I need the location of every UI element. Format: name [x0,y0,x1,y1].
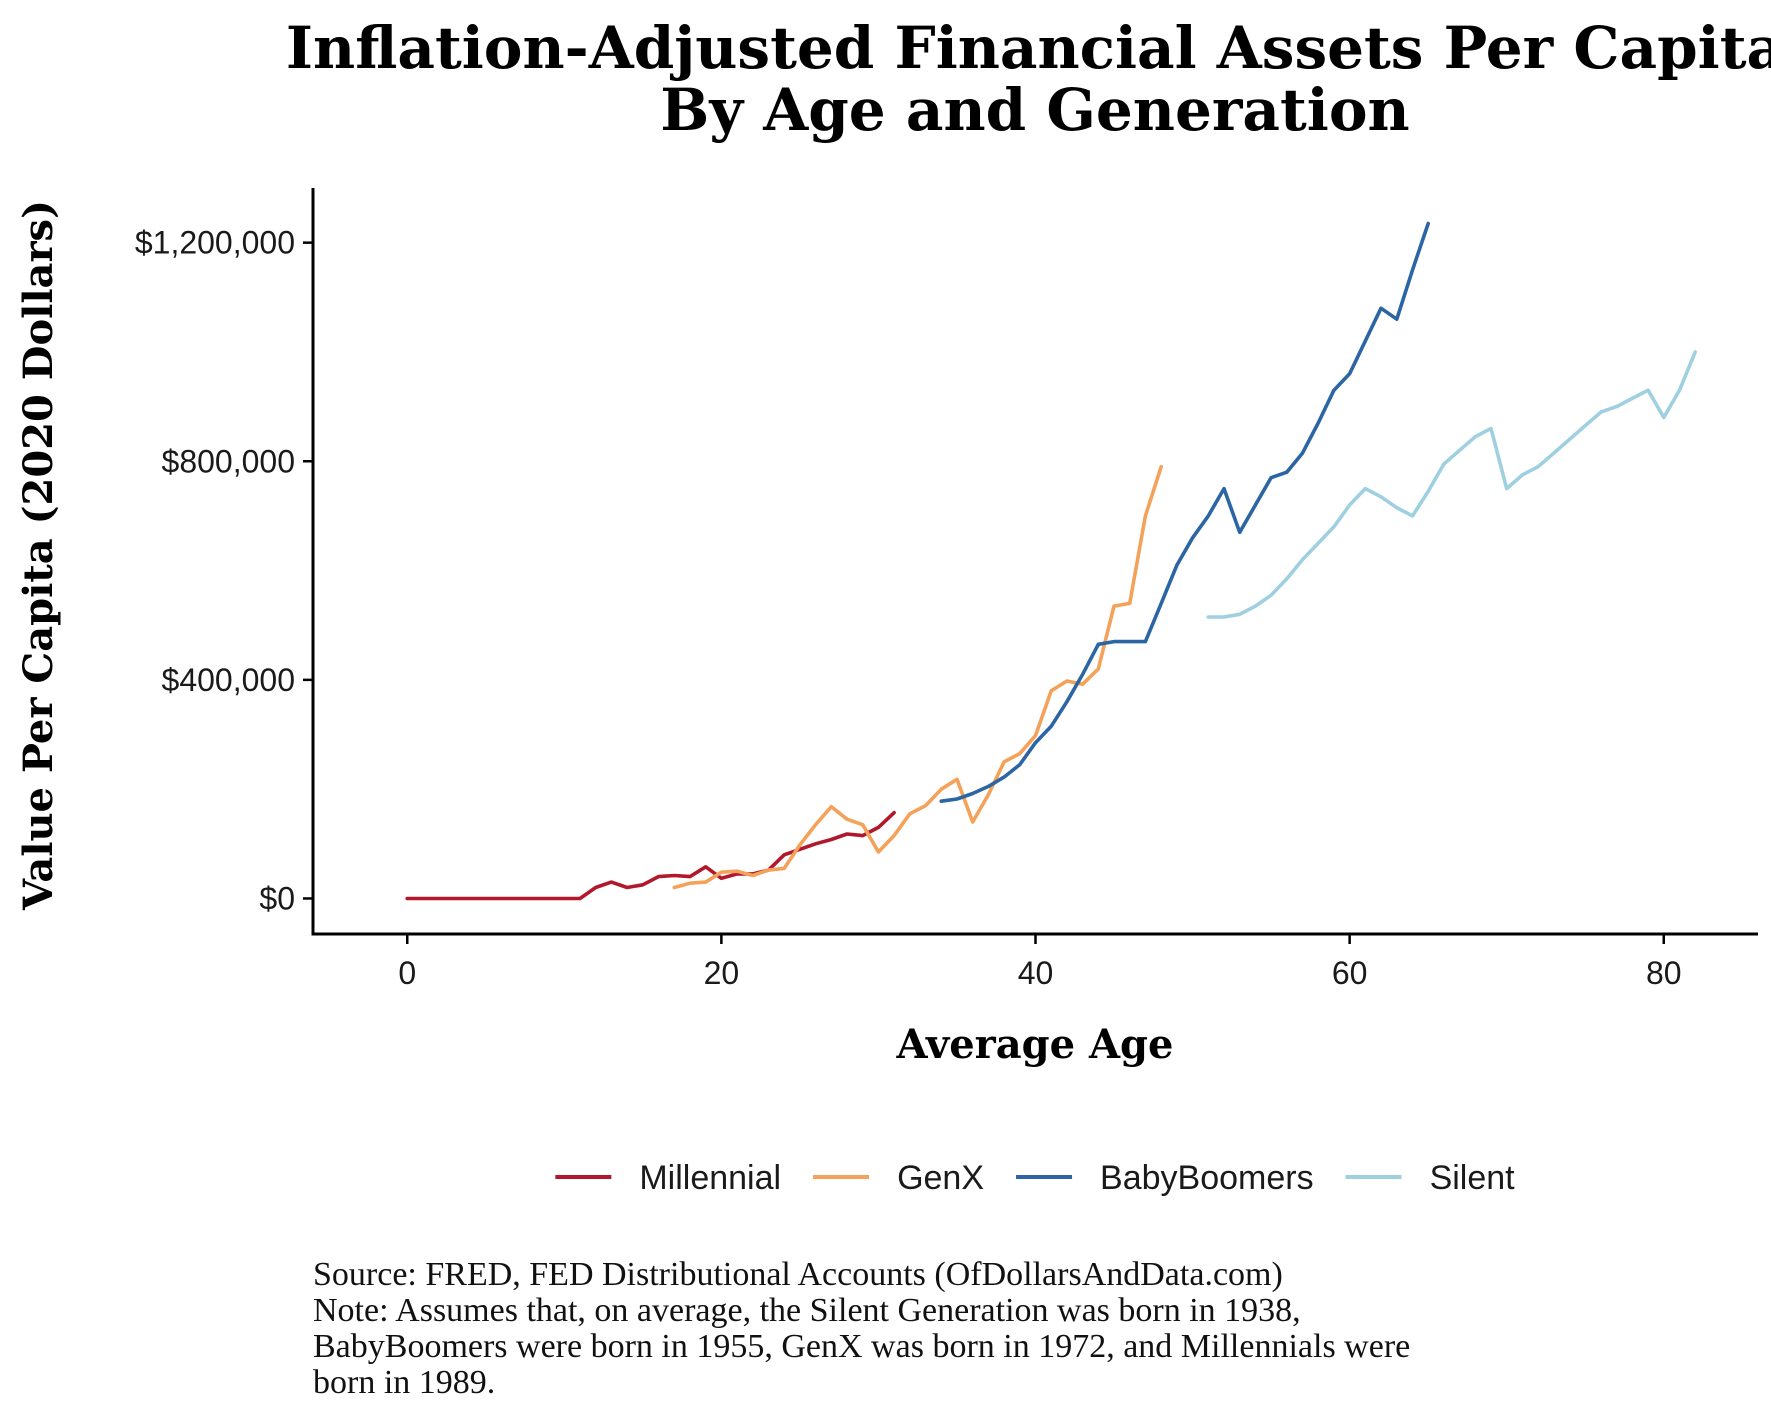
caption-source: Source: FRED, FED Distributional Account… [313,1256,1283,1293]
y-tick-label: $1,200,000 [135,225,295,261]
caption-note-line-1: Note: Assumes that, on average, the Sile… [313,1292,1301,1329]
x-tick-label: 40 [1018,955,1054,991]
legend-label-millennial: Millennial [639,1159,781,1197]
axes [311,188,1758,936]
series-line-silent [1206,350,1697,619]
x-axis-title: Average Age [896,1021,1174,1068]
series-line-millennial [405,810,896,901]
y-axis-title: Value Per Capita (2020 Dollars) [15,200,62,911]
series-line-babyboomers [939,221,1430,804]
legend-label-babyboomers: BabyBoomers [1100,1159,1314,1197]
caption-note-line-3: born in 1989. [313,1364,495,1401]
y-tick-label: $0 [259,880,295,916]
legend-label-genx: GenX [897,1159,984,1197]
y-tick-label: $800,000 [162,443,295,479]
series-line-genx [672,464,1163,890]
x-tick-label: 60 [1332,955,1368,991]
x-tick-label: 20 [704,955,740,991]
series-lines [405,221,1697,901]
y-axis-ticks: $0 $400,000 $800,000 $1,200,000 [135,225,313,916]
x-tick-label: 80 [1646,955,1682,991]
x-tick-label: 0 [398,955,416,991]
caption-note-line-2: BabyBoomers were born in 1955, GenX was … [313,1328,1410,1365]
x-axis-ticks: 0 20 40 60 80 [398,934,1682,991]
legend: Millennial GenX BabyBoomers Silent [555,1159,1515,1197]
caption: Source: FRED, FED Distributional Account… [313,1256,1410,1401]
y-tick-label: $400,000 [162,662,295,698]
legend-label-silent: Silent [1430,1159,1516,1197]
chart-title: Inflation-Adjusted Financial Assets Per … [286,14,1771,82]
chart-subtitle: By Age and Generation [660,76,1409,144]
